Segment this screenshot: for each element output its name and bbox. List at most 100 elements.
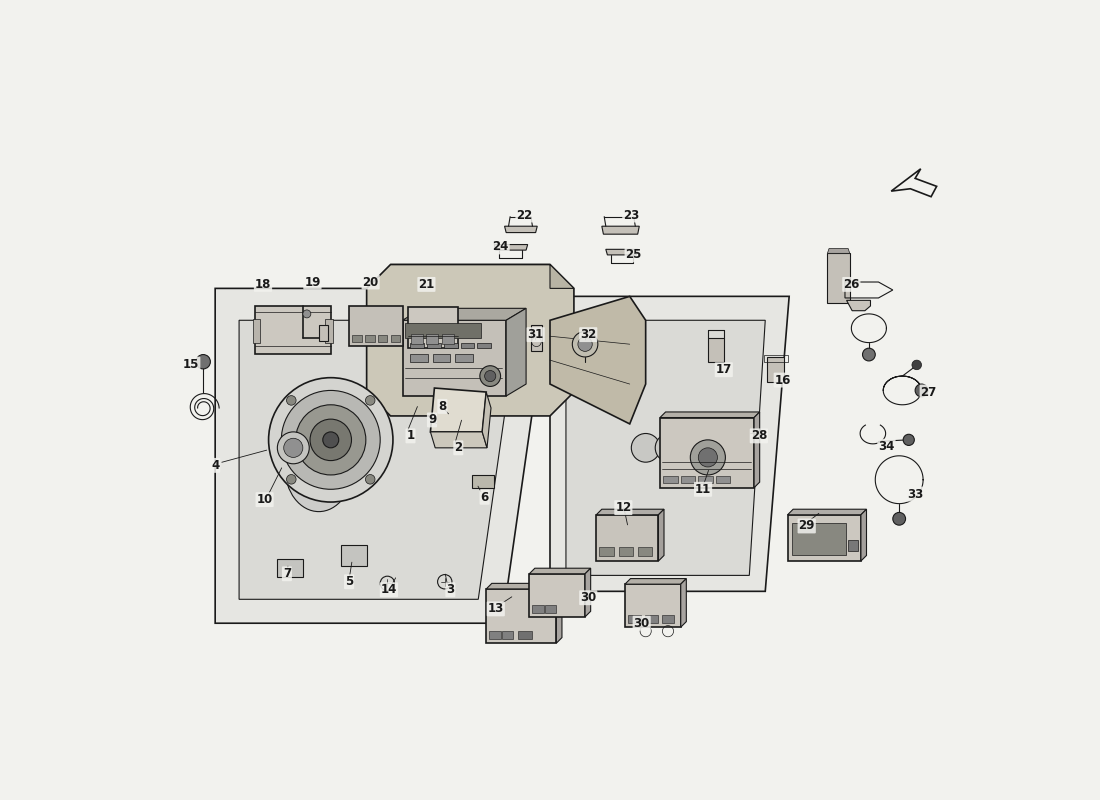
Text: 12: 12 bbox=[615, 501, 631, 514]
Circle shape bbox=[322, 432, 339, 448]
Circle shape bbox=[196, 354, 210, 369]
Polygon shape bbox=[755, 412, 760, 488]
Circle shape bbox=[286, 396, 296, 405]
Bar bbox=[767, 357, 784, 382]
Bar bbox=[352, 334, 362, 342]
Text: 27: 27 bbox=[921, 386, 937, 398]
Polygon shape bbox=[625, 578, 686, 584]
Text: 15: 15 bbox=[183, 358, 199, 370]
Polygon shape bbox=[486, 583, 562, 589]
Bar bbox=[708, 338, 724, 362]
Bar bbox=[546, 605, 557, 613]
Text: 9: 9 bbox=[428, 414, 436, 426]
Polygon shape bbox=[482, 392, 491, 448]
Bar bbox=[477, 342, 491, 348]
Polygon shape bbox=[403, 308, 526, 320]
Polygon shape bbox=[506, 308, 526, 396]
Bar bbox=[253, 318, 260, 342]
Polygon shape bbox=[585, 568, 591, 617]
Circle shape bbox=[903, 434, 914, 446]
Text: 23: 23 bbox=[624, 209, 639, 222]
Bar bbox=[628, 615, 641, 623]
Bar bbox=[532, 605, 543, 613]
Text: 20: 20 bbox=[363, 275, 378, 289]
Bar bbox=[486, 589, 557, 643]
Bar bbox=[645, 615, 658, 623]
Polygon shape bbox=[550, 296, 789, 591]
Text: 14: 14 bbox=[381, 583, 397, 596]
Polygon shape bbox=[557, 583, 562, 643]
Text: 6: 6 bbox=[481, 490, 488, 504]
Bar bbox=[403, 320, 506, 396]
Text: 5: 5 bbox=[345, 575, 353, 588]
Polygon shape bbox=[255, 306, 331, 354]
Polygon shape bbox=[565, 320, 766, 575]
Bar bbox=[411, 334, 424, 344]
Polygon shape bbox=[529, 568, 591, 574]
Text: 4: 4 bbox=[211, 459, 219, 472]
Bar bbox=[518, 631, 532, 639]
Polygon shape bbox=[430, 388, 486, 432]
Bar bbox=[788, 515, 861, 561]
Text: 25: 25 bbox=[626, 249, 642, 262]
Polygon shape bbox=[505, 226, 537, 233]
Bar bbox=[763, 355, 788, 362]
Text: 31: 31 bbox=[528, 328, 543, 341]
Circle shape bbox=[277, 432, 309, 464]
Text: 13: 13 bbox=[487, 602, 504, 615]
Bar bbox=[663, 476, 678, 483]
Circle shape bbox=[302, 310, 311, 318]
Circle shape bbox=[912, 360, 922, 370]
Bar bbox=[408, 306, 458, 348]
Bar bbox=[410, 354, 428, 362]
Circle shape bbox=[893, 513, 905, 525]
Text: 16: 16 bbox=[774, 374, 791, 386]
Bar bbox=[390, 334, 400, 342]
Circle shape bbox=[365, 396, 375, 405]
Bar bbox=[661, 615, 674, 623]
Circle shape bbox=[578, 337, 592, 351]
Text: 29: 29 bbox=[799, 519, 815, 533]
Bar bbox=[441, 334, 453, 344]
Polygon shape bbox=[390, 265, 574, 288]
Bar bbox=[638, 547, 652, 556]
Polygon shape bbox=[659, 510, 664, 561]
Circle shape bbox=[282, 390, 381, 490]
Circle shape bbox=[862, 348, 876, 361]
Text: 30: 30 bbox=[580, 591, 596, 604]
Circle shape bbox=[691, 440, 725, 475]
Bar bbox=[377, 334, 387, 342]
Bar bbox=[531, 325, 542, 350]
Circle shape bbox=[631, 434, 660, 462]
Circle shape bbox=[310, 419, 352, 461]
Polygon shape bbox=[216, 288, 550, 623]
Text: 30: 30 bbox=[634, 617, 650, 630]
Bar bbox=[427, 342, 441, 348]
Text: 7: 7 bbox=[283, 567, 292, 580]
Text: 1: 1 bbox=[406, 430, 415, 442]
Polygon shape bbox=[606, 250, 638, 255]
Circle shape bbox=[656, 434, 684, 462]
Bar bbox=[625, 584, 681, 627]
Text: 28: 28 bbox=[750, 430, 767, 442]
Bar bbox=[792, 522, 846, 554]
Text: 18: 18 bbox=[255, 278, 272, 291]
Bar bbox=[405, 323, 481, 338]
Bar bbox=[681, 476, 695, 483]
Bar bbox=[596, 515, 659, 561]
Bar bbox=[503, 631, 514, 639]
Bar bbox=[716, 476, 730, 483]
Text: 32: 32 bbox=[580, 328, 596, 341]
Circle shape bbox=[698, 448, 717, 467]
Polygon shape bbox=[827, 249, 850, 254]
Text: 26: 26 bbox=[844, 278, 859, 291]
Polygon shape bbox=[596, 510, 664, 515]
Bar bbox=[455, 354, 473, 362]
Text: 2: 2 bbox=[454, 442, 462, 454]
Circle shape bbox=[480, 366, 501, 386]
Text: 21: 21 bbox=[418, 278, 434, 291]
Circle shape bbox=[572, 331, 597, 357]
Text: 24: 24 bbox=[493, 241, 509, 254]
Polygon shape bbox=[366, 265, 574, 416]
Text: 22: 22 bbox=[516, 209, 532, 222]
